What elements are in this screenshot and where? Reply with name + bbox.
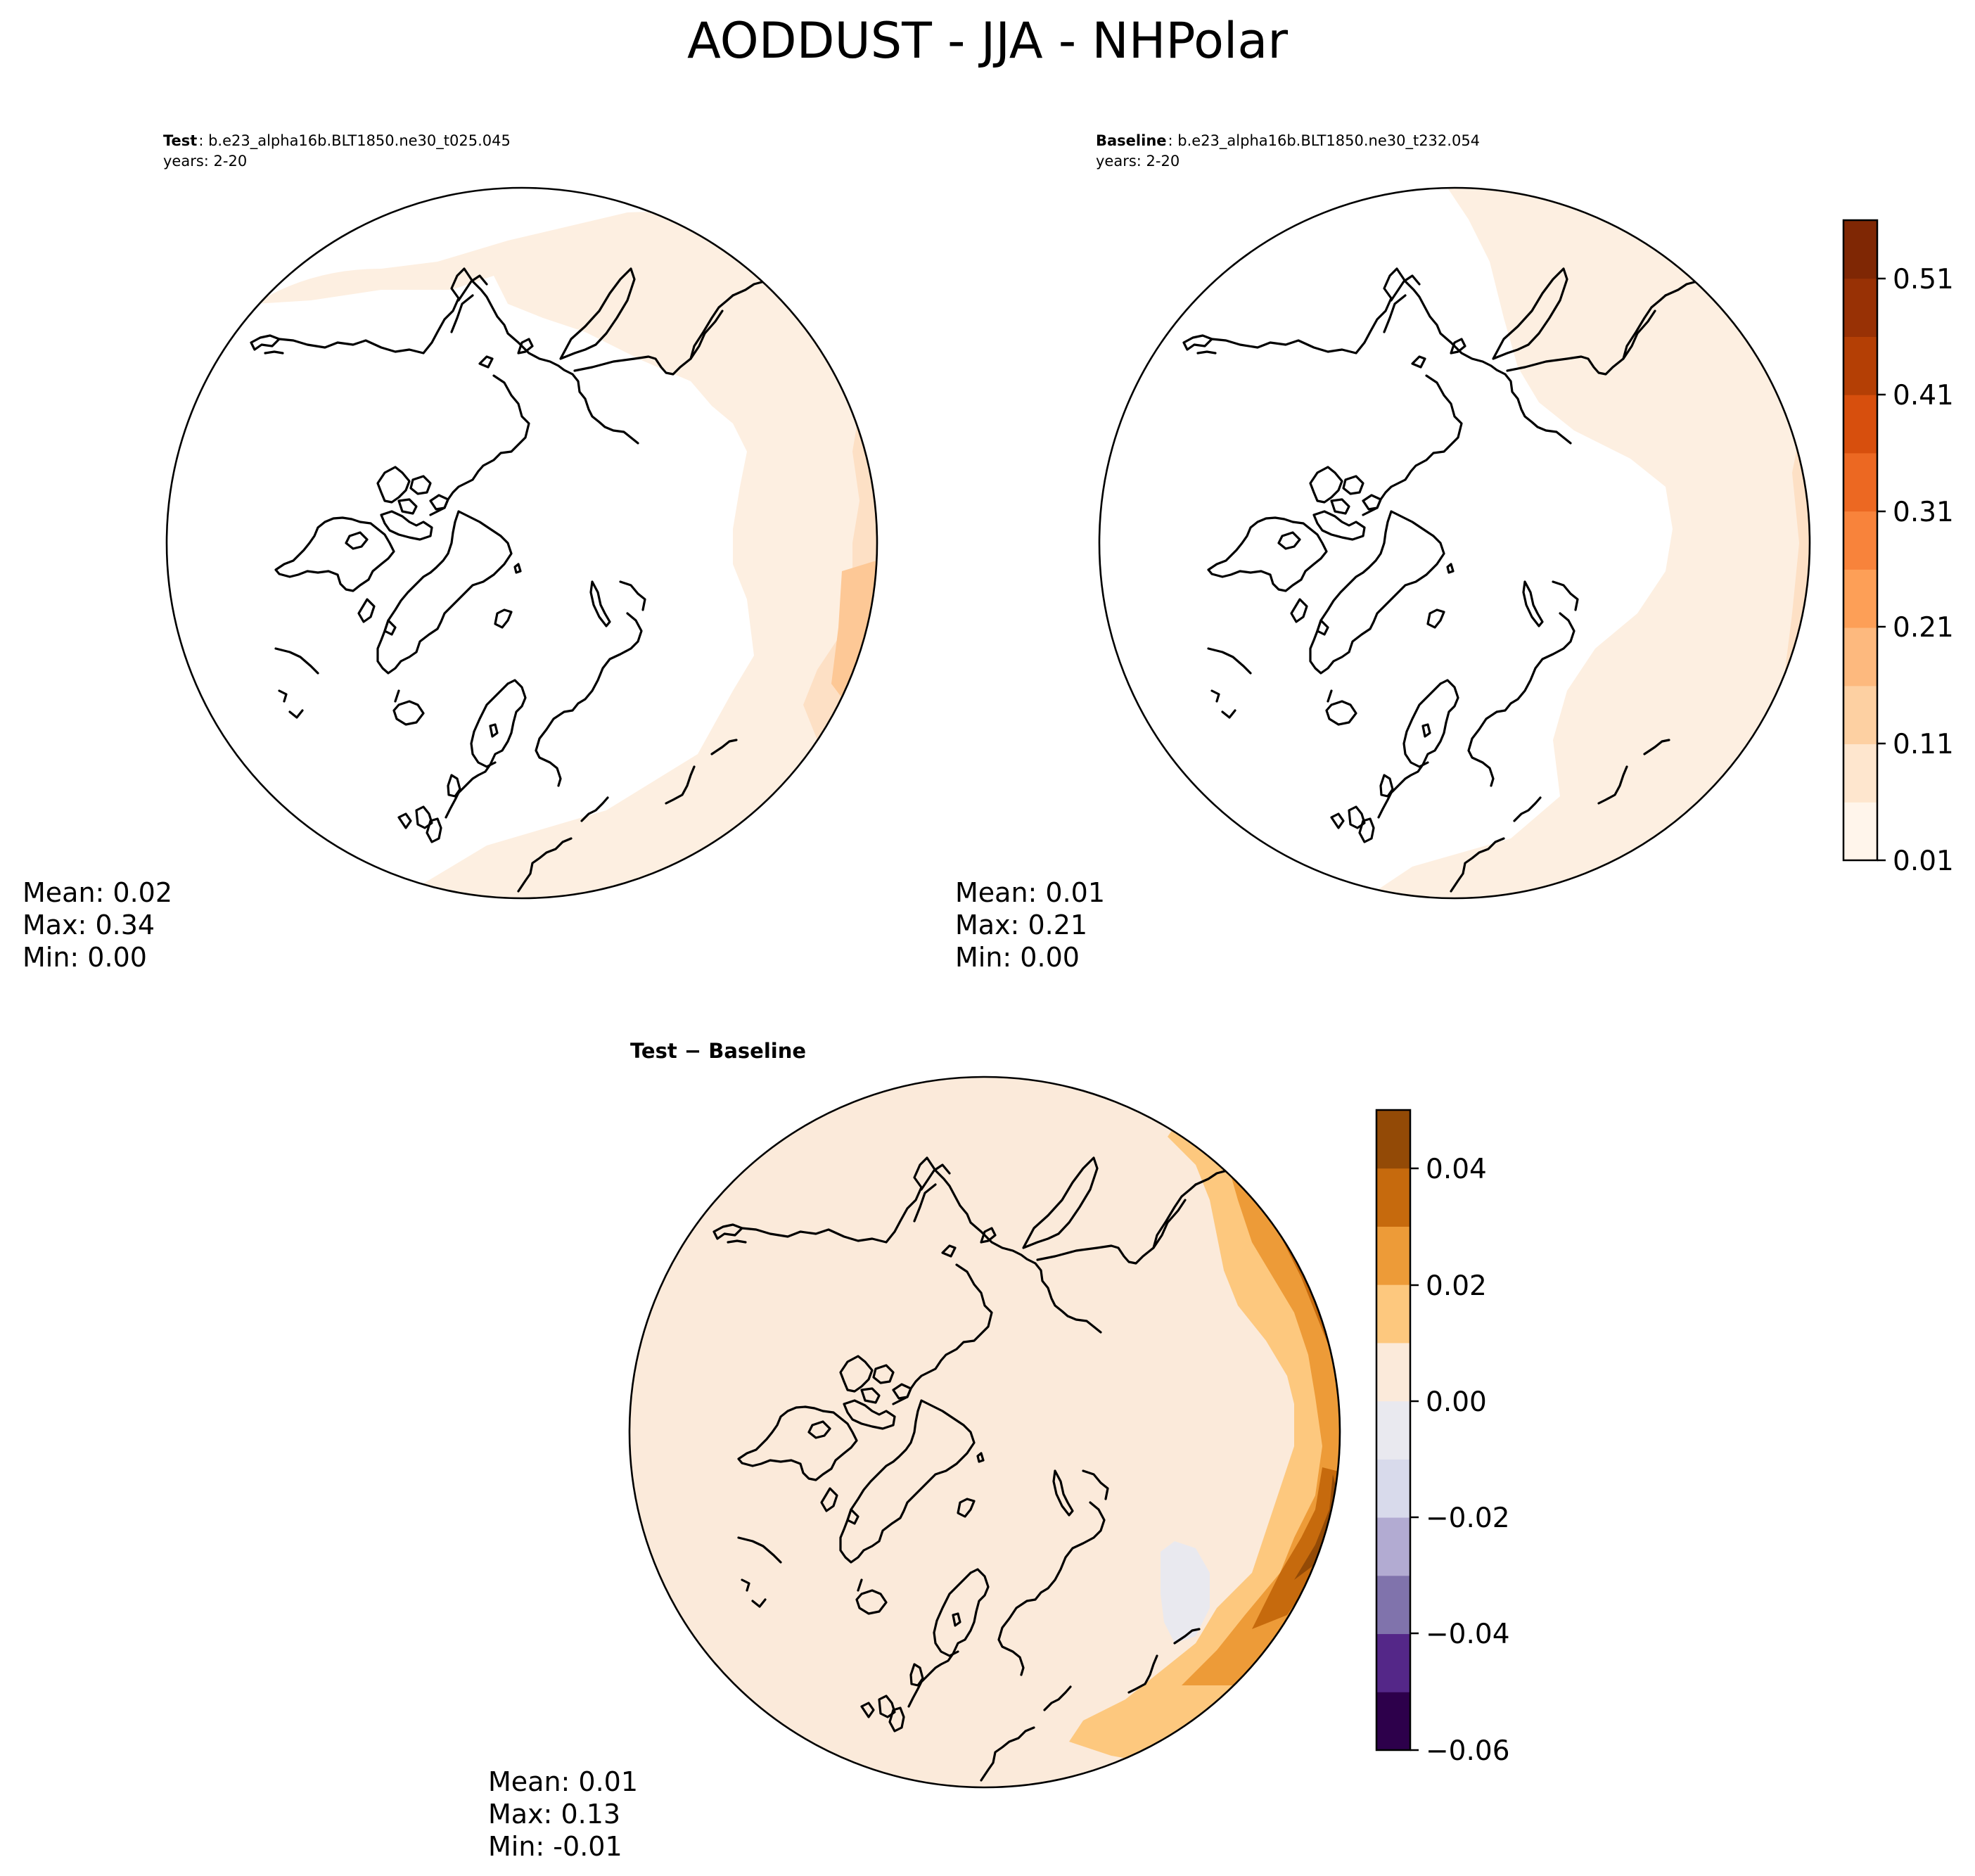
- figure-title: AODDUST - JJA - NHPolar: [687, 12, 1288, 70]
- main-colorbar-tick-label: 0.31: [1893, 497, 1954, 528]
- diff-max: Max: 0.13: [488, 1799, 620, 1830]
- main-colorbar-tick-label: 0.11: [1893, 729, 1954, 760]
- diff-colorbar-segment: [1376, 1517, 1410, 1576]
- test-max: Max: 0.34: [23, 910, 155, 940]
- diff-colorbar-segment: [1376, 1284, 1410, 1344]
- test-panel: Test: b.e23_alpha16b.BLT1850.ne30_t025.0…: [23, 132, 878, 973]
- baseline-map: [1098, 186, 1811, 900]
- diff-field-base: [629, 1077, 1340, 1787]
- diff-colorbar-tick-label: 0.00: [1426, 1386, 1487, 1418]
- diff-colorbar-tick-label: −0.06: [1426, 1735, 1510, 1767]
- main-colorbar-segment: [1843, 452, 1877, 512]
- diff-colorbar: −0.06 −0.04 −0.02 0.00 0.02 0.04: [1375, 1109, 1510, 1767]
- diff-colorbar-segment: [1376, 1226, 1410, 1285]
- diff-min: Min: -0.01: [488, 1831, 622, 1862]
- diff-colorbar-segment: [1376, 1633, 1410, 1692]
- diff-colorbar-tick-label: 0.04: [1426, 1154, 1487, 1185]
- baseline-years: years: 2-20: [1096, 153, 1180, 170]
- main-colorbar: 0.01 0.11 0.21 0.31 0.41 0.51: [1842, 219, 1954, 877]
- diff-colorbar-segment: [1376, 1110, 1410, 1169]
- diff-colorbar-tick-label: 0.02: [1426, 1270, 1487, 1302]
- diff-field-pos5: [1294, 1474, 1340, 1580]
- diff-field-neg: [1161, 1541, 1210, 1643]
- test-field-low: [255, 188, 877, 898]
- diff-colorbar-segment: [1376, 1459, 1410, 1518]
- baseline-mean: Mean: 0.01: [955, 877, 1105, 908]
- diff-header: Test − Baseline: [630, 1039, 806, 1063]
- diff-colorbar-segment: [1376, 1575, 1410, 1635]
- diff-panel: Test − Baseline Mean: 0.01 Max: 0.13 Min…: [488, 1039, 1341, 1862]
- diff-field-pos4: [1252, 1467, 1340, 1629]
- main-colorbar-tick-label: 0.01: [1893, 846, 1954, 877]
- main-colorbar-tick-label: 0.21: [1893, 612, 1954, 644]
- main-colorbar-tick-label: 0.51: [1893, 264, 1954, 295]
- main-colorbar-segment: [1843, 336, 1877, 395]
- test-min: Min: 0.00: [23, 942, 147, 973]
- test-header: Test: b.e23_alpha16b.BLT1850.ne30_t025.0…: [163, 132, 511, 150]
- baseline-header-case: : b.e23_alpha16b.BLT1850.ne30_t232.054: [1168, 132, 1481, 150]
- baseline-panel: Baseline: b.e23_alpha16b.BLT1850.ne30_t2…: [955, 132, 1811, 973]
- main-colorbar-tick-label: 0.41: [1893, 380, 1954, 411]
- main-colorbar-segment: [1843, 220, 1877, 279]
- main-colorbar-frame: [1842, 219, 1879, 862]
- diff-colorbar-frame: [1375, 1109, 1412, 1751]
- baseline-min: Min: 0.00: [955, 942, 1080, 973]
- main-colorbar-segment: [1843, 278, 1877, 337]
- main-colorbar-segment: [1843, 802, 1877, 861]
- test-mean: Mean: 0.02: [23, 877, 172, 908]
- diff-map: [628, 1076, 1341, 1789]
- baseline-header: Baseline: b.e23_alpha16b.BLT1850.ne30_t2…: [1096, 132, 1480, 150]
- main-colorbar-segment: [1843, 511, 1877, 570]
- main-colorbar-segment: [1843, 744, 1877, 803]
- test-header-label: Test: [163, 132, 197, 149]
- baseline-header-label: Baseline: [1096, 132, 1167, 149]
- diff-map-boundary: [628, 1076, 1341, 1789]
- main-colorbar-segment: [1843, 395, 1877, 454]
- baseline-field-low: [1349, 188, 1810, 898]
- diff-mean: Mean: 0.01: [488, 1766, 638, 1797]
- main-colorbar-segment: [1843, 627, 1877, 687]
- test-header-case: : b.e23_alpha16b.BLT1850.ne30_t025.045: [198, 132, 511, 150]
- diff-colorbar-segment: [1376, 1168, 1410, 1227]
- diff-colorbar-tick-label: −0.02: [1426, 1502, 1510, 1534]
- baseline-max: Max: 0.21: [955, 910, 1087, 940]
- diff-colorbar-segment: [1376, 1342, 1410, 1402]
- test-years: years: 2-20: [163, 153, 247, 170]
- main-colorbar-segment: [1843, 569, 1877, 628]
- diff-colorbar-tick-label: −0.04: [1426, 1619, 1510, 1650]
- baseline-map-boundary: [1098, 186, 1811, 900]
- diff-colorbar-segment: [1376, 1400, 1410, 1460]
- main-colorbar-segment: [1843, 685, 1877, 745]
- test-map-boundary: [165, 186, 878, 900]
- test-map: [165, 186, 878, 900]
- diff-colorbar-segment: [1376, 1692, 1410, 1751]
- baseline-field-mid: [1778, 402, 1810, 719]
